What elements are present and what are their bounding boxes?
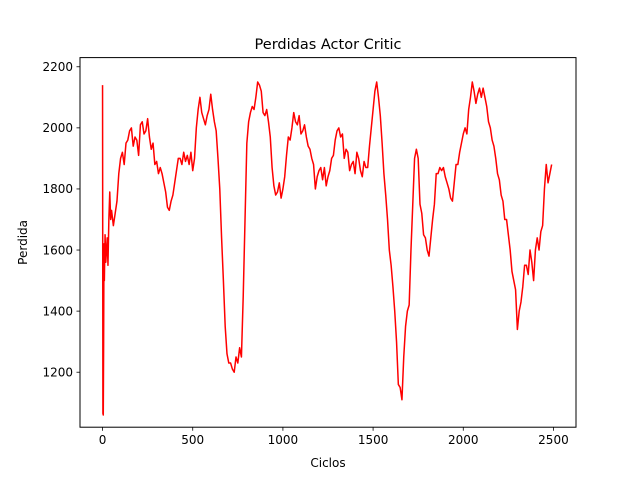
x-tick-label: 2500 — [538, 433, 569, 447]
y-tick-label: 1200 — [42, 366, 73, 380]
y-tick-label: 1400 — [42, 304, 73, 318]
x-tick-label: 500 — [181, 433, 204, 447]
chart-title: Perdidas Actor Critic — [255, 37, 402, 53]
y-tick-label: 2200 — [42, 60, 73, 74]
x-axis-title: Ciclos — [310, 456, 345, 470]
x-tick-label: 1500 — [358, 433, 389, 447]
y-axis-title: Perdida — [16, 220, 30, 265]
plot-area-frame — [79, 57, 577, 428]
y-tick-label: 1800 — [42, 182, 73, 196]
axis-tick-labels: 0 500 1000 1500 2000 2500 1200 1400 1600 1800 2000… — [42, 60, 568, 447]
series-line — [101, 81, 553, 416]
y-tick-label: 2000 — [42, 121, 73, 135]
y-tick-label: 1600 — [42, 243, 73, 257]
x-tick-label: 0 — [99, 433, 107, 447]
axis-ticks — [76, 66, 554, 431]
x-tick-label: 2000 — [448, 433, 479, 447]
x-tick-label: 1000 — [268, 433, 299, 447]
